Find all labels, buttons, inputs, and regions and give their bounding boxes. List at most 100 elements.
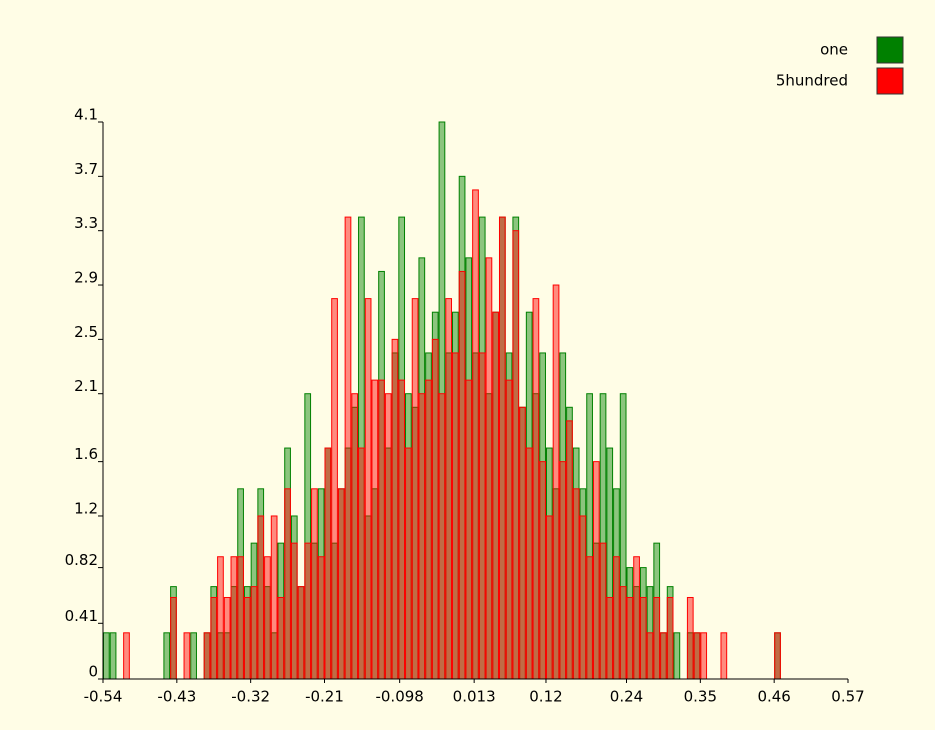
histogram-bar xyxy=(452,352,459,680)
histogram-bar xyxy=(539,461,546,680)
x-tick-label: -0.098 xyxy=(375,688,423,706)
y-tick-label: 1.2 xyxy=(74,499,98,517)
histogram-bar xyxy=(492,311,499,680)
y-tick-label: 4.1 xyxy=(74,106,98,124)
histogram-bar xyxy=(344,216,352,680)
histogram-bar xyxy=(613,556,620,680)
histogram-bar xyxy=(264,556,271,680)
histogram-bar xyxy=(331,298,338,680)
histogram-bar xyxy=(693,632,701,680)
histogram-bar xyxy=(391,338,399,680)
histogram-bar xyxy=(183,632,191,680)
histogram-bar xyxy=(371,379,379,680)
histogram-bar xyxy=(512,230,520,680)
histogram-bar xyxy=(700,632,708,680)
histogram-bar xyxy=(472,189,479,680)
histogram-bar xyxy=(646,632,654,680)
histogram-bar xyxy=(384,393,392,680)
histogram-bar xyxy=(431,338,439,680)
histogram-bar xyxy=(411,298,419,680)
histogram-bar xyxy=(304,542,312,680)
histogram-bar xyxy=(626,596,634,680)
histogram-bar xyxy=(351,393,359,680)
histogram-bar xyxy=(639,596,647,680)
histogram-bar xyxy=(599,542,607,680)
histogram-bar xyxy=(660,632,667,680)
histogram-bar xyxy=(485,257,493,680)
histogram-bar xyxy=(311,488,318,680)
histogram-bar xyxy=(203,632,211,680)
y-tick-label: 2.9 xyxy=(74,269,98,287)
y-tick-label: 0.41 xyxy=(65,607,98,625)
y-tick-label: 0 xyxy=(88,663,98,681)
y-tick-label: 0.82 xyxy=(65,551,98,569)
x-tick-label: -0.43 xyxy=(157,688,196,706)
histogram-bar xyxy=(230,556,238,680)
x-tick-label: -0.21 xyxy=(305,688,344,706)
histogram-bar xyxy=(210,596,218,680)
histogram-bar xyxy=(586,556,593,680)
y-tick-label: 2.5 xyxy=(74,323,98,341)
histogram-bar xyxy=(505,379,513,680)
histogram-bar xyxy=(552,284,560,680)
histogram-bar xyxy=(579,515,587,680)
histogram-bar xyxy=(498,216,506,680)
histogram-bar xyxy=(324,447,332,680)
histogram-bar xyxy=(103,632,110,680)
histogram-bar xyxy=(257,515,265,680)
histogram-bar xyxy=(666,596,674,680)
histogram-bar xyxy=(720,632,728,680)
x-tick-label: 0.12 xyxy=(529,688,562,706)
histogram-bar xyxy=(545,515,553,680)
histogram-bar xyxy=(237,556,244,680)
x-tick-label: -0.32 xyxy=(231,688,270,706)
histogram-bar xyxy=(465,379,473,680)
histogram-bar xyxy=(163,632,171,680)
legend-swatch xyxy=(876,36,904,64)
histogram-bar xyxy=(358,447,365,680)
x-tick-label: -0.54 xyxy=(84,688,123,706)
histogram-bar xyxy=(284,488,291,680)
histogram-bar xyxy=(418,393,426,680)
y-tick-label: 2.1 xyxy=(74,377,98,395)
histogram-bar xyxy=(559,461,567,680)
legend-label: 5hundred xyxy=(776,72,848,90)
histogram-bar xyxy=(243,596,251,680)
histogram-bar xyxy=(217,556,224,680)
histogram-bar xyxy=(277,596,285,680)
histogram-bar xyxy=(458,270,466,680)
legend-label: one xyxy=(820,41,848,59)
histogram-bar xyxy=(109,632,117,680)
histogram-bar xyxy=(572,488,580,680)
histogram-bar xyxy=(592,461,600,680)
histogram-bar xyxy=(270,515,278,680)
histogram-bar xyxy=(686,596,694,680)
y-tick-label: 3.7 xyxy=(74,160,98,178)
histogram-bar xyxy=(445,298,453,680)
histogram-bar xyxy=(438,393,446,680)
histogram-bar xyxy=(653,596,661,680)
histogram-bar xyxy=(566,420,573,680)
histogram-bar xyxy=(633,556,640,680)
y-tick-label: 1.6 xyxy=(74,445,98,463)
histogram-bar xyxy=(425,379,432,680)
x-tick-label: 0.24 xyxy=(610,688,643,706)
histogram-bar xyxy=(606,596,614,680)
histogram-bar xyxy=(337,488,345,680)
histogram-bar xyxy=(170,596,177,680)
histogram-bar xyxy=(398,379,406,680)
histogram-bar xyxy=(405,447,412,680)
legend-swatch xyxy=(876,67,904,95)
x-tick-label: 0.57 xyxy=(831,688,864,706)
histogram-bar xyxy=(364,298,372,680)
histogram-bar xyxy=(673,632,681,680)
histogram-bar xyxy=(297,586,305,680)
histogram-bar xyxy=(378,379,385,680)
histogram-bar xyxy=(317,556,325,680)
x-tick-label: 0.013 xyxy=(453,688,496,706)
histogram-bar xyxy=(478,352,486,680)
histogram-bar xyxy=(619,586,627,680)
histogram-bar xyxy=(250,586,258,680)
histogram-bar xyxy=(525,447,533,680)
